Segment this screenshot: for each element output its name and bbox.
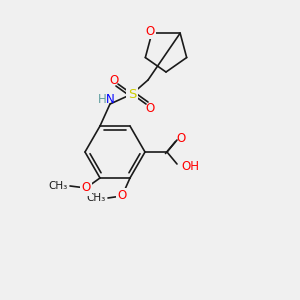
Text: O: O xyxy=(81,182,91,194)
Text: N: N xyxy=(106,92,114,106)
Text: H: H xyxy=(98,92,106,106)
Text: O: O xyxy=(176,131,186,145)
Text: S: S xyxy=(128,88,136,100)
Text: O: O xyxy=(117,190,127,202)
Text: CH₃: CH₃ xyxy=(87,193,106,203)
Text: OH: OH xyxy=(181,160,199,172)
Text: CH₃: CH₃ xyxy=(49,181,68,191)
Text: O: O xyxy=(146,101,154,115)
Text: O: O xyxy=(110,74,118,86)
Text: O: O xyxy=(145,25,154,38)
